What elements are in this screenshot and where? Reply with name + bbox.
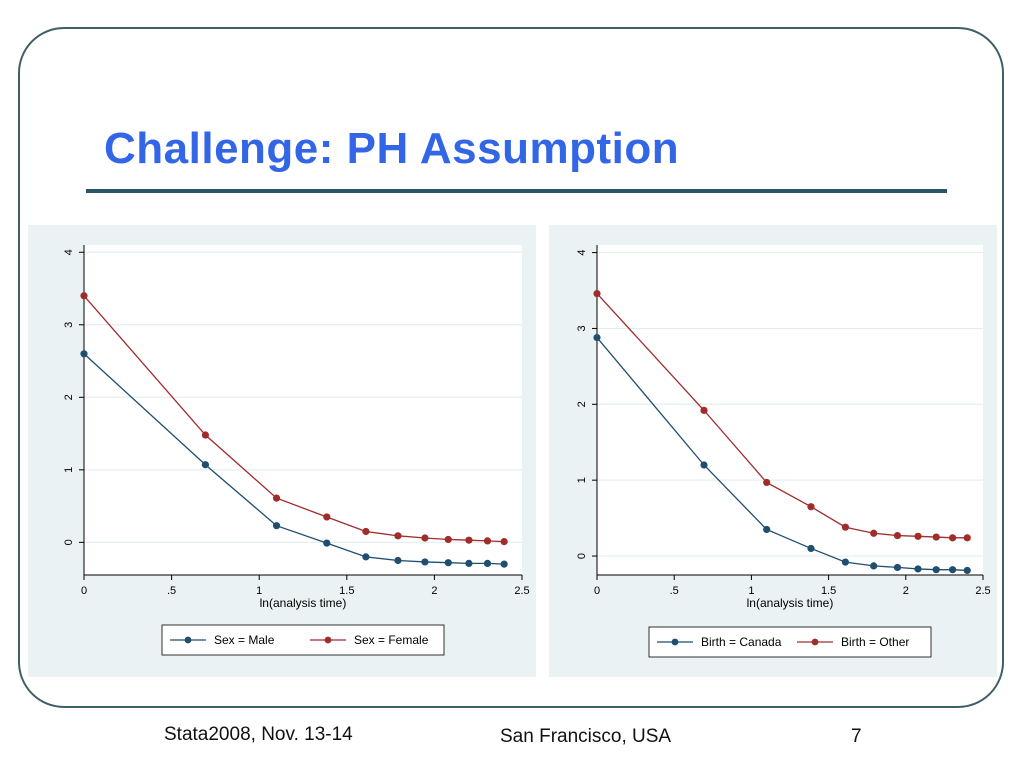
series-2-point [932, 533, 940, 541]
series-2-point [963, 534, 971, 542]
series-2-point [323, 513, 331, 521]
legend-box [648, 626, 932, 658]
series-2-point [201, 431, 210, 439]
footer-location: San Francisco, USA [500, 726, 672, 747]
series-2-point [394, 532, 402, 540]
legend-label: Sex = Male [214, 633, 275, 647]
legend-label: Birth = Other [841, 635, 909, 649]
legend-swatch-marker [184, 636, 192, 644]
y-tick-label: 0 [63, 539, 75, 545]
legend-swatch-marker [671, 638, 679, 646]
series-1-point [394, 556, 402, 565]
series-1-point [593, 333, 601, 342]
x-tick-label: 2.5 [514, 585, 529, 597]
slide-frame [18, 27, 1004, 708]
series-2-point [421, 534, 429, 542]
series-2-point [763, 478, 771, 487]
y-tick-label: 4 [63, 249, 75, 255]
legend-box [161, 624, 445, 656]
chart-svg: 0 1 2 3 4 0 .5 1 1.5 2 2.5 ln(analysis time) Sex = M… [28, 225, 536, 677]
series-1-point [421, 558, 429, 566]
series-2-point [500, 538, 508, 546]
series-2-point [893, 531, 902, 540]
y-tick-label: 2 [576, 401, 588, 407]
chart-birth: 0 1 2 3 4 0 .5 1 1.5 2 2.5 ln(analysis time) Birth =… [549, 225, 997, 677]
legend-swatch-marker [324, 636, 332, 644]
x-axis-label: ln(analysis time) [260, 596, 347, 610]
slide-title: Challenge: PH Assumption [104, 124, 680, 173]
legend-swatch-marker [811, 638, 819, 646]
y-tick-label: 1 [576, 477, 588, 483]
legend-label: Sex = Female [354, 633, 429, 647]
series-1-point [807, 544, 815, 553]
series-1-point [323, 539, 331, 547]
plot-area [84, 245, 522, 575]
x-tick-label: 2 [431, 585, 437, 597]
y-tick-label: 3 [63, 322, 75, 328]
chart-svg: 0 1 2 3 4 0 .5 1 1.5 2 2.5 ln(analysis time) Birth =… [549, 225, 997, 677]
series-1-point [914, 565, 922, 573]
x-tick-label: 0 [81, 585, 87, 597]
x-tick-label: 1.5 [821, 585, 836, 597]
series-1-point [362, 553, 370, 561]
x-tick-label: 2.5 [975, 585, 990, 597]
series-1-point [763, 525, 771, 534]
series-2-point [593, 289, 601, 298]
y-tick-label: 0 [576, 553, 588, 559]
series-1-point [963, 566, 971, 575]
x-tick-label: 1.5 [339, 585, 354, 597]
series-1-point [80, 350, 88, 358]
slide-number: 7 [851, 726, 862, 747]
series-1-point [932, 566, 940, 574]
x-tick-label: 2 [903, 585, 909, 597]
series-1-point [465, 559, 473, 567]
chart-sex: 0 1 2 3 4 0 .5 1 1.5 2 2.5 ln(analysis time) Sex = M… [28, 225, 536, 677]
y-tick-label: 4 [576, 250, 588, 256]
series-1-point [700, 461, 708, 469]
title-underline [86, 189, 947, 193]
x-tick-label: .5 [670, 585, 679, 597]
y-tick-label: 1 [63, 467, 75, 473]
series-1-point [272, 522, 281, 530]
x-tick-label: 0 [594, 585, 600, 597]
series-2-point [914, 532, 922, 540]
series-1-point [201, 461, 210, 469]
plot-area [597, 245, 983, 575]
series-2-point [841, 523, 850, 531]
series-1-point [483, 559, 492, 567]
series-1-point [841, 558, 850, 566]
series-2-point [444, 535, 452, 544]
series-1-point [444, 559, 452, 567]
x-tick-label: .5 [167, 585, 176, 597]
series-2-point [483, 537, 492, 545]
y-tick-label: 3 [576, 325, 588, 331]
y-tick-label: 2 [63, 394, 75, 400]
series-2-point [272, 494, 281, 502]
x-tick-label: 1 [256, 585, 262, 597]
series-2-point [948, 534, 957, 542]
legend-label: Birth = Canada [701, 635, 782, 649]
series-1-point [893, 563, 902, 572]
x-axis-label: ln(analysis time) [747, 596, 834, 610]
series-2-point [807, 503, 815, 511]
footer-event: Stata2008, Nov. 13-14 [164, 724, 353, 745]
series-2-point [80, 292, 88, 300]
series-2-point [870, 529, 878, 537]
x-tick-label: 1 [748, 585, 754, 597]
series-2-point [362, 527, 370, 536]
series-1-point [500, 560, 508, 568]
series-2-point [700, 406, 708, 414]
series-1-point [948, 566, 957, 574]
series-1-point [870, 562, 878, 570]
series-2-point [465, 536, 473, 544]
